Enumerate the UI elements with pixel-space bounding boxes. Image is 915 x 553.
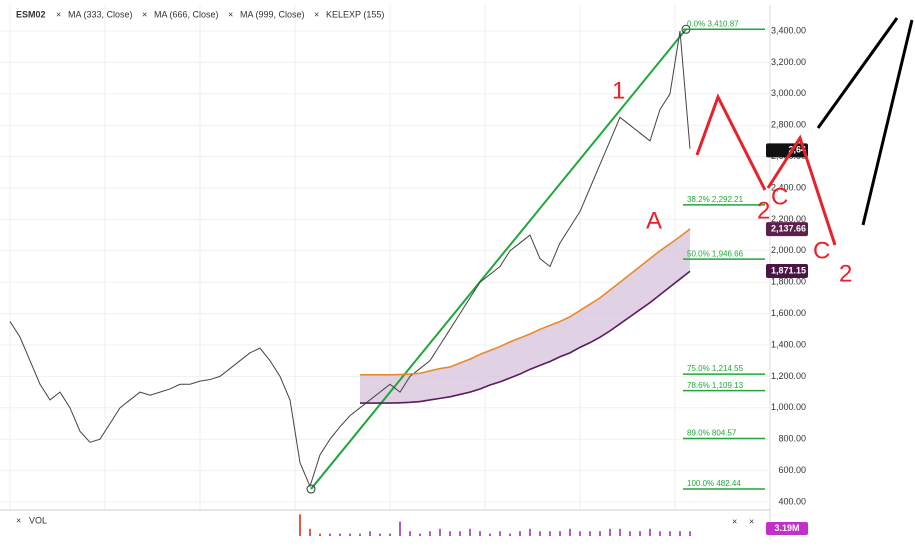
annotation: C — [771, 183, 788, 210]
y-tick-label: 3,000.00 — [771, 88, 806, 98]
volume-badge-label: 3.19M — [774, 523, 799, 533]
annotation: 2 — [839, 260, 852, 287]
volume-badge — [766, 522, 808, 535]
y-tick-label: 3,400.00 — [771, 25, 806, 35]
annotation: 2 — [757, 197, 770, 224]
price-badge-label: 2,64 — [788, 145, 806, 155]
trend-line — [310, 28, 687, 490]
fib-label: 89.0% 804.57 — [687, 429, 737, 438]
fib-label: 78.6% 1,109.13 — [687, 381, 744, 390]
price-badge — [766, 222, 808, 237]
y-tick-label: 2,400.00 — [771, 182, 806, 192]
remove-icon[interactable]: × — [56, 9, 61, 19]
legend-entry[interactable]: KELEXP (155) — [326, 9, 384, 19]
y-tick-label: 2,000.00 — [771, 245, 806, 255]
price-badge — [766, 264, 808, 279]
date-grid — [9, 5, 676, 510]
y-tick-label: 2,800.00 — [771, 120, 806, 130]
annotation: A — [646, 207, 662, 234]
y-tick-label: 600.00 — [778, 465, 806, 475]
y-tick-label: 2,200.00 — [771, 214, 806, 224]
settings-icon[interactable]: × — [732, 516, 737, 526]
trend-anchor — [306, 484, 316, 494]
annotation: C — [813, 237, 830, 264]
y-tick-label: 1,200.00 — [771, 371, 806, 381]
price-badge-label: 1,871.15 — [771, 265, 806, 275]
y-tick-label: 800.00 — [778, 434, 806, 444]
remove-icon[interactable]: × — [228, 9, 233, 19]
fib-label: 0.0% 3,410.87 — [687, 19, 739, 28]
series-line — [360, 270, 691, 404]
legend-entry[interactable]: MA (999, Close) — [240, 9, 305, 19]
legend-entry[interactable]: MA (666, Close) — [154, 9, 219, 19]
y-tick-label: 1,600.00 — [771, 308, 806, 318]
remove-icon[interactable]: × — [142, 9, 147, 19]
price-badge — [766, 143, 808, 158]
fib-label: 50.0% 1,946.66 — [687, 249, 744, 258]
price-badge-label: 2,137.66 — [771, 224, 806, 234]
legend: ESM02 × MA (333, Close) × MA (666, Close… — [16, 9, 384, 19]
fib-label: 75.0% 1,214.55 — [687, 364, 744, 373]
legend-symbol: ESM02 — [16, 9, 46, 19]
remove-icon[interactable]: × — [314, 9, 319, 19]
annotation: 1 — [612, 77, 625, 104]
hand-drawing — [695, 17, 914, 246]
fib-label: 38.2% 2,292.21 — [687, 195, 744, 204]
y-tick-label: 1,000.00 — [771, 402, 806, 412]
fib-label: 100.0% 482.44 — [687, 479, 741, 488]
close-icon[interactable]: × — [749, 516, 754, 526]
legend-entry[interactable]: MA (333, Close) — [68, 9, 133, 19]
series-line — [9, 30, 691, 488]
y-tick-label: 1,800.00 — [771, 277, 806, 287]
y-tick-label: 400.00 — [778, 496, 806, 506]
ma-band — [360, 228, 690, 404]
remove-icon[interactable]: × — [16, 515, 21, 525]
series-line — [360, 228, 691, 376]
y-tick-label: 1,400.00 — [771, 339, 806, 349]
volume-label: VOL — [29, 515, 47, 525]
y-tick-label: 3,200.00 — [771, 57, 806, 67]
